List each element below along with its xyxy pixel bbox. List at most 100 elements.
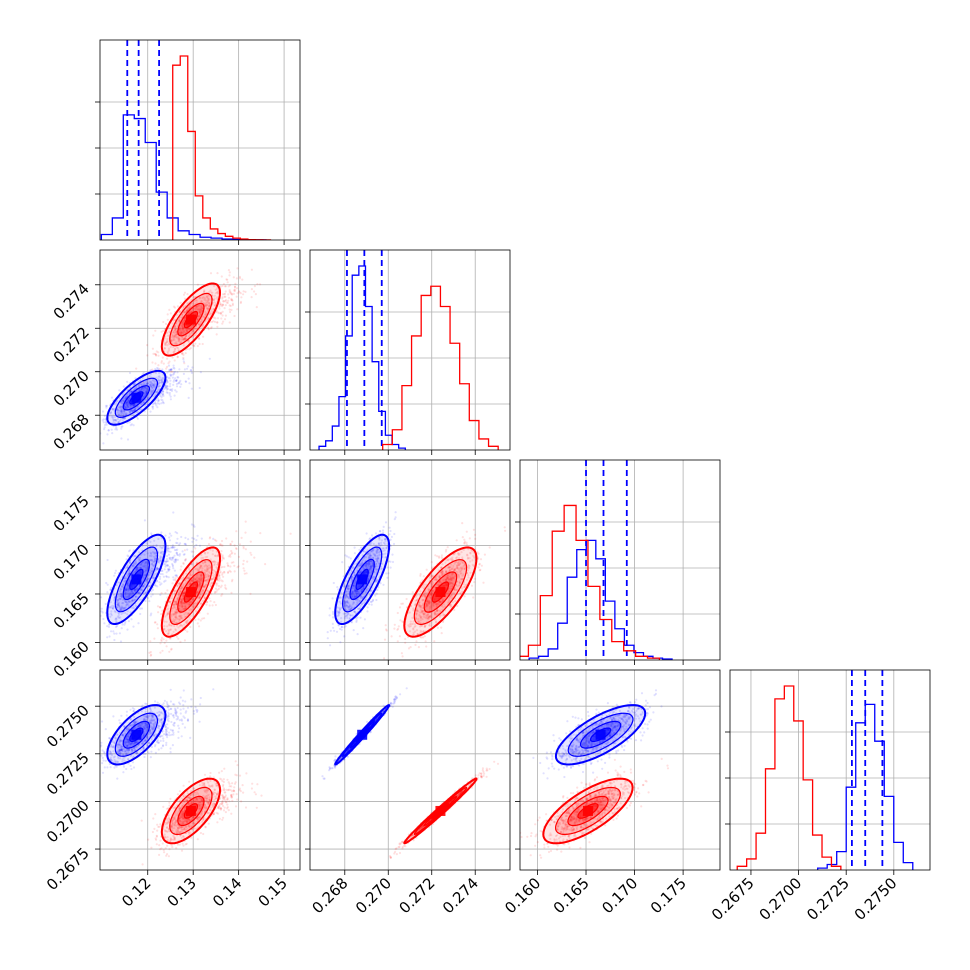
panel-frame [99, 249, 301, 451]
red-point [176, 356, 179, 359]
blue-point [376, 554, 379, 558]
red-point [213, 591, 216, 595]
red-point [203, 560, 206, 563]
blue-point [353, 589, 357, 592]
blue-point [144, 386, 148, 389]
blue-point [383, 549, 386, 552]
red-point [184, 628, 187, 632]
blue-point [158, 577, 162, 581]
blue-point [354, 580, 357, 583]
red-point [225, 537, 228, 540]
red-point [215, 333, 218, 336]
blue-point [393, 518, 396, 521]
blue-point [370, 560, 373, 563]
blue-point [190, 387, 193, 390]
blue-point [369, 566, 372, 569]
blue-point [126, 400, 130, 403]
red-point [189, 600, 192, 604]
red-point [186, 602, 189, 605]
blue-point [137, 558, 141, 561]
blue-point [354, 590, 357, 594]
blue-point [353, 546, 356, 549]
blue-point [137, 388, 141, 391]
red-point [181, 326, 184, 329]
blue-point [149, 540, 152, 544]
red-point [184, 311, 187, 314]
blue-point [346, 588, 349, 591]
red-point [255, 306, 258, 309]
blue-point [369, 600, 372, 604]
red-point [198, 586, 201, 589]
red-point [207, 317, 210, 320]
blue-point [165, 560, 168, 564]
blue-point [143, 391, 146, 394]
red-point [192, 330, 196, 333]
red-point [184, 335, 187, 338]
blue-point [145, 580, 148, 583]
red-point [452, 576, 455, 579]
red-point [202, 296, 205, 299]
red-point [243, 572, 246, 575]
red-point [160, 360, 163, 363]
red-point [180, 599, 184, 602]
blue-point [377, 557, 380, 560]
blue-point [145, 569, 148, 572]
blue-point [144, 386, 147, 389]
blue-point [137, 591, 140, 594]
blue-point [155, 390, 159, 394]
blue-point [142, 387, 145, 390]
red-point [202, 335, 205, 338]
blue-point [171, 565, 174, 568]
blue-point [374, 557, 377, 560]
blue-point [120, 412, 123, 415]
red-point [178, 337, 181, 340]
red-point [219, 302, 222, 306]
blue-point [176, 553, 179, 556]
blue-point [165, 560, 168, 563]
blue-point [353, 594, 356, 598]
red-point [213, 570, 216, 573]
red-point [409, 620, 412, 623]
red-point [149, 640, 152, 643]
blue-point [151, 386, 154, 389]
blue-point [367, 552, 370, 556]
red-point [166, 352, 169, 355]
blue-point [133, 589, 137, 592]
red-point [436, 603, 439, 606]
blue-point [161, 389, 164, 393]
red-point [460, 559, 463, 563]
red-point [427, 602, 430, 605]
blue-point [346, 595, 349, 599]
red-point [206, 306, 209, 310]
red-point [182, 574, 185, 577]
red-point [220, 555, 223, 558]
red-point [198, 323, 201, 326]
red-point [428, 600, 431, 603]
blue-point [353, 582, 356, 585]
blue-point [368, 577, 371, 580]
blue-point [343, 635, 346, 638]
blue-point [164, 384, 167, 387]
blue-point [118, 605, 121, 608]
blue-point [115, 428, 119, 431]
blue-point [119, 578, 122, 581]
red-point [214, 302, 217, 305]
red-point [205, 312, 208, 315]
blue-point [134, 604, 137, 607]
red-point [220, 311, 223, 314]
blue-point [152, 576, 155, 579]
blue-point [142, 383, 145, 386]
blue-point [159, 556, 162, 559]
blue-point [112, 630, 115, 633]
red-point [217, 312, 220, 315]
red-point [163, 347, 166, 350]
blue-point [174, 574, 177, 577]
red-point [182, 327, 185, 330]
blue-point [105, 422, 108, 425]
blue-point [127, 601, 130, 604]
blue-point [366, 549, 369, 552]
red-point [198, 315, 201, 318]
blue-point [373, 554, 377, 557]
red-point [425, 617, 428, 620]
blue-point [118, 604, 121, 607]
